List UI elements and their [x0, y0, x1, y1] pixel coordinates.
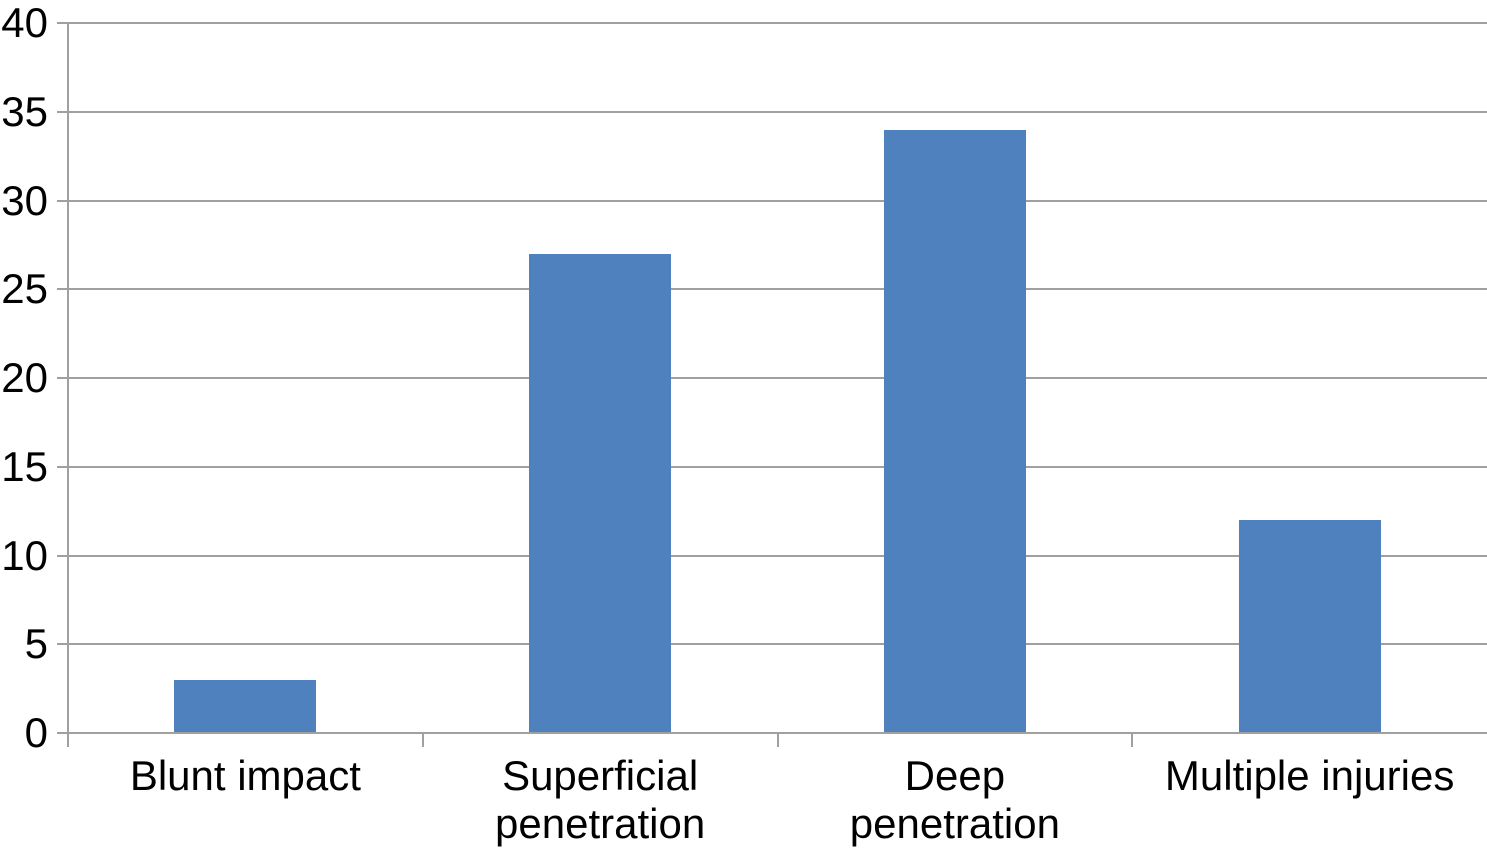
y-gridline: [57, 377, 1487, 379]
y-axis-line: [67, 23, 69, 747]
y-tick-label: 40: [1, 0, 48, 46]
y-gridline: [57, 643, 1487, 646]
y-tick-label: 0: [24, 709, 48, 756]
x-axis-line: [57, 732, 1487, 734]
x-category-label: Multiple injuries: [1164, 752, 1455, 799]
bar: [174, 679, 317, 733]
bar: [883, 129, 1026, 733]
bar: [1238, 520, 1381, 733]
y-tick-label: 25: [1, 265, 48, 313]
y-tick-label: 10: [1, 531, 48, 579]
x-category-label: Deep penetration: [849, 752, 1060, 847]
y-tick-label: 20: [1, 354, 48, 401]
x-axis-tick: [421, 733, 424, 747]
x-category-label: Superficial penetration: [495, 752, 706, 847]
y-tick-label: 5: [24, 620, 48, 668]
y-gridline: [57, 22, 1487, 24]
y-gridline: [57, 110, 1487, 113]
bar: [529, 253, 672, 733]
y-gridline: [57, 465, 1487, 468]
y-gridline: [57, 199, 1487, 202]
y-gridline: [57, 288, 1487, 291]
y-tick-label: 30: [1, 176, 48, 224]
x-axis-tick: [1131, 733, 1134, 747]
x-axis-tick: [776, 733, 779, 747]
x-category-label: Blunt impact: [129, 752, 361, 799]
y-tick-label: 15: [1, 442, 48, 490]
y-tick-label: 35: [1, 87, 48, 135]
y-gridline: [57, 554, 1487, 557]
